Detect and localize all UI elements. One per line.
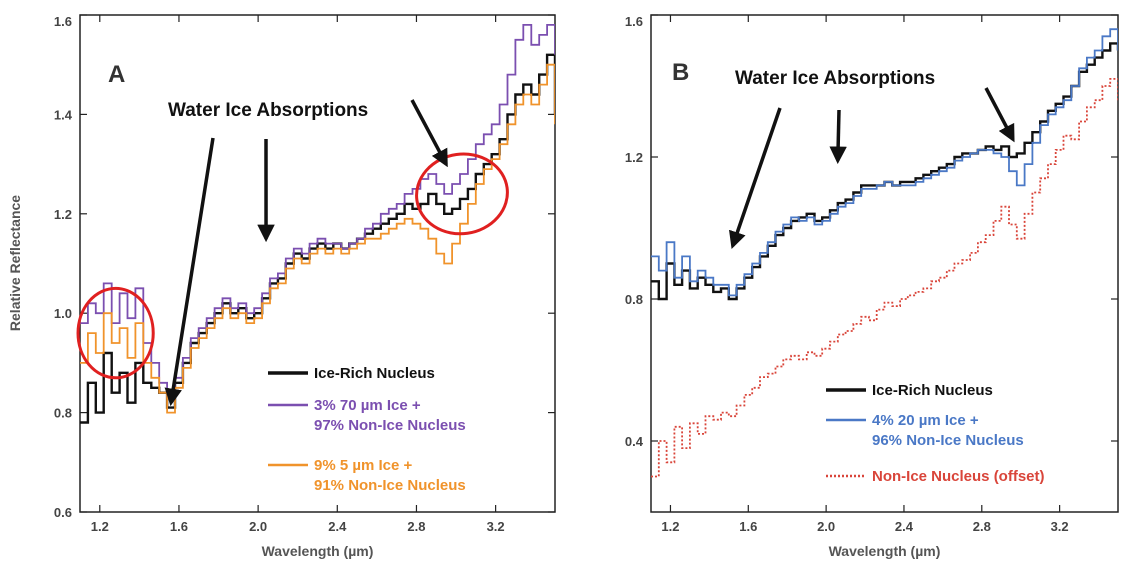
y-tick-label: 1.4 — [54, 107, 73, 122]
x-tick-label: 3.2 — [1051, 519, 1069, 534]
x-tick-label: 2.4 — [328, 519, 347, 534]
x-tick-label: 1.2 — [91, 519, 109, 534]
plot-frame — [79, 14, 556, 513]
x-tick-label: 1.6 — [739, 519, 757, 534]
legend: Ice-Rich Nucleus 3% 70 µm Ice +97% Non-Ic… — [268, 365, 466, 494]
x-axis-label: Wavelength (µm) — [829, 543, 941, 559]
legend-entry: 9% 5 µm Ice +91% Non-Ice Nucleus — [314, 457, 466, 494]
x-tick-label: 2.8 — [407, 519, 425, 534]
legend-entry: 3% 70 µm Ice +97% Non-Ice Nucleus — [314, 397, 466, 434]
y-tick-label: 0.4 — [625, 434, 644, 449]
legend-entry: Ice-Rich Nucleus — [314, 365, 435, 382]
x-tick-label: 3.2 — [487, 519, 505, 534]
y-tick-label: 1.0 — [54, 306, 72, 321]
y-tick-label: 1.6 — [625, 14, 643, 29]
panel-letter: A — [108, 61, 125, 88]
legend-entry: Ice-Rich Nucleus — [872, 382, 993, 399]
panel-b-chart: 1.2 1.6 2.0 2.4 2.8 3.2 0.4 0.8 1.2 1.6 Wavelength… — [625, 14, 1119, 559]
x-tick-label: 1.2 — [661, 519, 679, 534]
series-line-2 — [651, 28, 1118, 297]
highlight-circle — [415, 152, 509, 236]
y-tick-label: 1.2 — [625, 150, 643, 165]
y-axis-label: Relative Reflectance — [7, 195, 23, 331]
highlight-circle — [76, 286, 155, 380]
annotation-arrow — [984, 87, 1015, 143]
plot-frame — [650, 14, 1119, 513]
x-tick-label: 2.0 — [249, 519, 267, 534]
annotation-arrow — [410, 99, 448, 168]
panel-a-chart: 1.2 1.6 2.0 2.4 2.8 3.2 0.6 0.8 1.0 1.2 1.4 1.6 Wave… — [7, 14, 556, 559]
y-tick-label: 1.2 — [54, 207, 72, 222]
series-line-3 — [651, 78, 1118, 478]
y-tick-label: 1.6 — [54, 14, 72, 29]
legend: Ice-Rich Nucleus 4% 20 µm Ice +96% Non-Ic… — [826, 382, 1045, 485]
annotation-arrow — [164, 137, 215, 407]
x-tick-label: 2.0 — [817, 519, 835, 534]
x-axis-label: Wavelength (µm) — [262, 543, 374, 559]
annotation-label: Water Ice Absorptions — [168, 100, 368, 121]
annotation-arrow — [728, 107, 782, 250]
annotation-label: Water Ice Absorptions — [735, 68, 935, 89]
annotation-arrow — [829, 109, 847, 165]
series-line-3 — [80, 63, 555, 414]
y-tick-label: 0.6 — [54, 505, 72, 520]
panel-letter: B — [672, 59, 689, 86]
series-group — [80, 24, 555, 424]
x-tick-label: 2.4 — [895, 519, 914, 534]
legend-entry: 4% 20 µm Ice +96% Non-Ice Nucleus — [872, 412, 1024, 449]
x-tick-label: 2.8 — [973, 519, 991, 534]
series-group — [651, 28, 1118, 478]
y-tick-label: 0.8 — [54, 406, 72, 421]
x-tick-label: 1.6 — [170, 519, 188, 534]
legend-entry: Non-Ice Nucleus (offset) — [872, 468, 1045, 485]
y-tick-label: 0.8 — [625, 292, 643, 307]
